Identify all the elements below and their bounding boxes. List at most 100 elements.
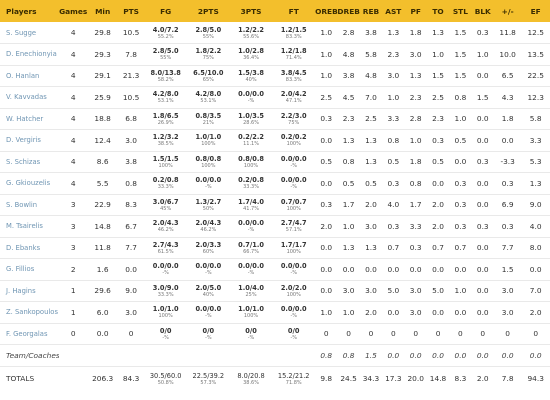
- player-min: 6.0: [96, 307, 109, 317]
- player-games: 4: [70, 92, 76, 102]
- player-name-link[interactable]: G. Gkiouzelis: [6, 179, 51, 188]
- header-to[interactable]: TO: [432, 6, 444, 16]
- player-blk: 0.0: [476, 264, 489, 274]
- team-to: 0.0: [432, 351, 444, 360]
- player-plus-minus: 6.5: [501, 71, 514, 81]
- player-name-link[interactable]: G. Fillios: [6, 265, 35, 274]
- team-pts: [118, 345, 144, 367]
- player-ef: 1.3: [529, 178, 542, 188]
- player-name-link[interactable]: Z. Sankopoulos: [6, 308, 58, 317]
- team-coaches-row: Team/Coaches 0.8 0.8 1.5 0.0 0.0 0.0 0.0…: [0, 345, 550, 367]
- player-2pts: 4.2/8.0 53.1%: [195, 90, 222, 105]
- player-games: 0: [70, 329, 76, 339]
- player-to: 2.5: [432, 92, 444, 102]
- player-name-link[interactable]: S. Sugge: [6, 28, 37, 37]
- player-ast: 0.5: [387, 157, 400, 167]
- player-pts: 10.5: [122, 92, 140, 102]
- player-row: D. Ebanks 3 11.8 7.7 2.7/4.3 61.5% 2.0/3.3 60% 0…: [0, 237, 550, 259]
- player-name-link[interactable]: S. Bowlin: [6, 200, 38, 209]
- player-fg: 8.0/13.8 58.2%: [150, 68, 181, 83]
- player-3pts: 0.2/2.2 11.1%: [238, 133, 264, 148]
- header-ft[interactable]: FT: [288, 6, 299, 16]
- header-dreb[interactable]: DREB: [337, 6, 360, 16]
- player-plus-minus: -3.3: [500, 157, 515, 167]
- player-pts: 3.0: [125, 135, 137, 145]
- header-players[interactable]: Players: [6, 6, 37, 16]
- player-2pts: 2.0/5.0 40%: [195, 283, 222, 298]
- header-3pts[interactable]: 3PTS: [240, 6, 262, 16]
- player-reb: 1.3: [365, 243, 377, 253]
- header-pts[interactable]: PTS: [123, 6, 139, 16]
- header-reb[interactable]: REB: [362, 6, 380, 16]
- player-name-link[interactable]: W. Hatcher: [6, 114, 44, 123]
- player-name-link[interactable]: D. Vergiris: [6, 136, 41, 145]
- player-games: 4: [70, 157, 76, 167]
- player-fg: 0.2/0.8 33.3%: [152, 176, 179, 191]
- player-stl: 0.3: [454, 221, 467, 231]
- player-name-link[interactable]: M. Tsairelis: [6, 222, 43, 231]
- player-pts: 7.8: [125, 49, 137, 59]
- player-min: 29.3: [94, 49, 111, 59]
- player-ft: 2.0/2.0 100%: [280, 283, 307, 298]
- player-oreb: 0.5: [320, 157, 333, 167]
- player-fg: 3.0/6.7 45%: [152, 197, 179, 212]
- team-plus-minus: 0.0: [501, 351, 514, 360]
- header-oreb[interactable]: OREB: [315, 6, 338, 16]
- totals-min: 206.3: [92, 374, 114, 384]
- header-ef[interactable]: EF: [530, 6, 541, 16]
- totals-pts: 84.3: [122, 374, 140, 384]
- player-min: 14.8: [94, 221, 111, 231]
- player-stl: 1.5: [454, 28, 467, 37]
- header-min[interactable]: Min: [95, 6, 111, 16]
- player-name-link[interactable]: O. Hanlan: [6, 71, 40, 80]
- player-min: 8.6: [96, 157, 109, 167]
- player-min: 12.4: [94, 135, 111, 145]
- header-fg[interactable]: FG: [160, 6, 172, 16]
- player-ast: 0.0: [387, 307, 400, 317]
- player-name-link[interactable]: J. Hagins: [6, 286, 36, 295]
- player-plus-minus: 1.8: [501, 114, 514, 124]
- player-blk: 0.0: [476, 178, 489, 188]
- header-stl[interactable]: STL: [452, 6, 468, 16]
- player-oreb: 0.0: [320, 243, 333, 253]
- player-ast: 5.0: [387, 286, 400, 296]
- player-games: 3: [70, 243, 76, 253]
- header-ast[interactable]: AST: [385, 6, 402, 16]
- table-header-row: Players Games Min PTS FG 2PTS 3PTS FT OR…: [0, 0, 550, 22]
- player-reb: 1.3: [365, 157, 377, 167]
- player-dreb: 4.8: [342, 49, 355, 59]
- header-2pts[interactable]: 2PTS: [197, 6, 219, 16]
- player-games: 4: [70, 135, 76, 145]
- player-name-link[interactable]: S. Schizas: [6, 157, 41, 166]
- totals-stl: 8.3: [454, 374, 467, 384]
- player-ft: 2.7/4.7 57.1%: [280, 219, 307, 234]
- player-stl: 0: [458, 329, 463, 339]
- player-2pts: 0.0/0.0 -%: [195, 176, 222, 191]
- player-reb: 2.0: [365, 307, 377, 317]
- player-name-link[interactable]: D. Enechionyia: [6, 50, 57, 59]
- player-pf: 3.3: [409, 221, 422, 231]
- player-name-link[interactable]: V. Kavvadas: [6, 93, 47, 102]
- player-pf: 3.0: [409, 286, 422, 296]
- player-dreb: 1.3: [342, 243, 355, 253]
- header-games[interactable]: Games: [59, 6, 88, 16]
- header-plus-minus[interactable]: +/-: [501, 6, 514, 16]
- player-plus-minus: 6.9: [501, 200, 514, 210]
- player-pf: 3.0: [409, 307, 422, 317]
- player-blk: 1.5: [476, 92, 489, 102]
- player-to: 2.0: [432, 200, 444, 210]
- player-ast: 2.3: [387, 49, 400, 59]
- team-2pts: [187, 345, 230, 367]
- player-plus-minus: 0: [505, 329, 510, 339]
- player-ast: 0.8: [387, 135, 400, 145]
- header-pf[interactable]: PF: [410, 6, 421, 16]
- player-2pts: 2.8/5.0 55%: [195, 25, 222, 40]
- totals-row: TOTALS 206.3 84.3 30.5/60.0 50.8% 22.5/39…: [0, 367, 550, 391]
- player-fg: 4.0/7.2 55.2%: [152, 25, 179, 40]
- player-name-link[interactable]: D. Ebanks: [6, 243, 41, 252]
- player-name-link[interactable]: F. Georgalas: [6, 329, 48, 338]
- header-blk[interactable]: BLK: [474, 6, 491, 16]
- player-games: 1: [70, 307, 76, 317]
- player-2pts: 0/0 -%: [202, 326, 215, 341]
- player-pts: 3.0: [125, 307, 137, 317]
